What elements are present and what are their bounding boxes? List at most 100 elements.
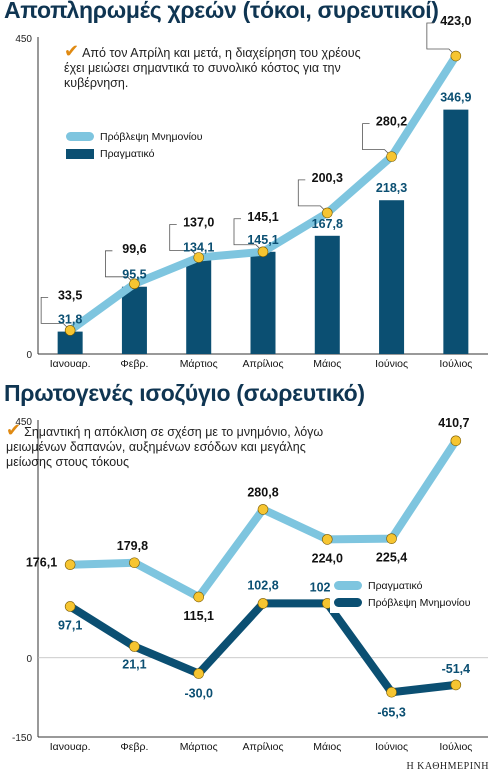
x-tick-label: Μάιος bbox=[313, 358, 341, 370]
bar-actual bbox=[443, 109, 469, 354]
point-actual-2 bbox=[257, 504, 269, 515]
point-forecast-2 bbox=[257, 598, 269, 609]
y-tick-label: -150 bbox=[12, 733, 32, 744]
label-connector bbox=[426, 22, 457, 57]
chart-2-title: Πρωτογενές ισοζύγιο (σωρευτικό) bbox=[4, 380, 365, 406]
data-label-actual-2: 280,8 bbox=[247, 485, 278, 499]
point-forecast bbox=[257, 246, 269, 258]
x-tick-label: Ιούνιος bbox=[375, 741, 408, 753]
data-label-actual: 134,1 bbox=[183, 241, 214, 255]
x-tick-label: Μάρτιος bbox=[180, 741, 218, 753]
line-forecast-2 bbox=[66, 599, 460, 697]
legend-label-forecast: Πρόβλεψη Μνημονίου bbox=[100, 130, 203, 143]
x-tick-label: Ιούνιος bbox=[375, 358, 408, 370]
data-label-actual: 145,1 bbox=[247, 233, 278, 247]
point-forecast bbox=[321, 207, 333, 219]
data-label-actual-2: 410,7 bbox=[438, 416, 469, 430]
legend-swatch-actual-2 bbox=[334, 581, 362, 590]
x-tick-label: Απρίλιος bbox=[242, 741, 283, 753]
source-credit: Η ΚΑΘΗΜΕΡΙΝΗ bbox=[406, 761, 489, 772]
point-forecast-2 bbox=[129, 641, 140, 652]
x-tick-label: Ιούλιος bbox=[439, 358, 472, 370]
data-label-forecast-2: -51,4 bbox=[442, 662, 471, 676]
bar-actual bbox=[314, 235, 340, 354]
legend-label-actual: Πραγματικό bbox=[100, 147, 155, 160]
chart-2-legend: Πραγματικό Πρόβλεψη Μνημονίου bbox=[330, 575, 493, 613]
legend-label-forecast-2: Πρόβλεψη Μνημονίου bbox=[368, 596, 471, 609]
chart-2-note: ✔ Σημαντική η απόκλιση σε σχέση με το μνη… bbox=[6, 420, 346, 470]
label-connector bbox=[233, 218, 264, 253]
data-label-forecast-2: 21,1 bbox=[122, 658, 146, 672]
bar-actual bbox=[57, 331, 83, 354]
legend-swatch-forecast bbox=[66, 132, 94, 141]
point-forecast bbox=[64, 325, 76, 336]
data-label-actual: 218,3 bbox=[376, 181, 407, 195]
chart-1-note: ✔ Από τον Απρίλη και μετά, η διαχείρηση τ… bbox=[64, 41, 364, 91]
data-label-forecast-2: -65,3 bbox=[377, 705, 406, 719]
point-forecast-2 bbox=[64, 601, 76, 612]
data-label-actual: 346,9 bbox=[440, 91, 471, 105]
legend-label-actual-2: Πραγματικό bbox=[368, 579, 423, 592]
chart-1-note-text: Από τον Απρίλη και μετά, η διαχείρηση το… bbox=[64, 46, 361, 90]
data-label-actual-2: 224,0 bbox=[312, 551, 343, 565]
chart-2-note-text: Σημαντική η απόκλιση σε σχέση με το μνημ… bbox=[6, 425, 324, 469]
label-connector bbox=[40, 297, 71, 331]
point-forecast-2 bbox=[193, 668, 205, 679]
data-label-actual-2: 176,1 bbox=[26, 556, 57, 570]
y-tick-label: 0 bbox=[26, 350, 32, 361]
legend-swatch-forecast-2 bbox=[334, 598, 362, 607]
x-tick-label: Ιανουαρ. bbox=[50, 741, 91, 753]
data-label-forecast: 137,0 bbox=[183, 215, 214, 229]
data-label-forecast: 423,0 bbox=[440, 14, 471, 28]
legend-item-forecast: Πρόβλεψη Μνημονίου bbox=[66, 128, 214, 145]
data-label-forecast: 145,1 bbox=[247, 210, 278, 224]
legend-item-actual: Πραγματικό bbox=[66, 145, 214, 162]
label-connector bbox=[105, 250, 135, 285]
y-tick-label: 450 bbox=[15, 34, 32, 45]
x-tick-label: Φεβρ. bbox=[120, 358, 148, 370]
point-actual-2 bbox=[321, 534, 333, 545]
legend-item-actual-2: Πραγματικό bbox=[334, 577, 490, 594]
point-actual-2 bbox=[193, 591, 205, 603]
y-tick-label: 0 bbox=[26, 654, 32, 665]
legend-item-forecast-2: Πρόβλεψη Μνημονίου bbox=[334, 594, 490, 611]
x-tick-label: Ιούλιος bbox=[439, 741, 472, 753]
x-tick-label: Μάιος bbox=[313, 741, 341, 753]
data-label-actual-2: 115,1 bbox=[183, 609, 214, 623]
point-forecast-2 bbox=[386, 686, 397, 698]
data-label-actual-2: 225,4 bbox=[376, 551, 407, 565]
data-label-actual: 31,8 bbox=[58, 313, 82, 327]
point-actual-2 bbox=[386, 533, 397, 544]
chart-1-legend: Πρόβλεψη Μνημονίου Πραγματικό bbox=[62, 126, 218, 164]
point-forecast bbox=[450, 50, 462, 62]
bar-actual bbox=[121, 286, 147, 354]
chart-1-title: Αποπληρωμές χρεών (τόκοι, συρευτικοί) bbox=[4, 0, 439, 23]
bar-actual bbox=[250, 251, 276, 354]
data-label-forecast: 200,3 bbox=[312, 171, 343, 185]
checkmark-icon: ✔ bbox=[6, 420, 22, 440]
x-tick-label: Μάρτιος bbox=[180, 358, 218, 370]
x-tick-label: Απρίλιος bbox=[242, 358, 283, 370]
label-connector bbox=[362, 123, 392, 157]
point-actual-2 bbox=[64, 559, 76, 571]
point-actual-2 bbox=[129, 557, 140, 569]
repayments-chart: 450 0 33,5 99,6 137,0 145,1 200,3 280,2 423,0 31,… bbox=[15, 14, 488, 370]
legend-swatch-actual bbox=[66, 148, 94, 159]
data-label-forecast: 99,6 bbox=[122, 242, 146, 256]
checkmark-icon: ✔ bbox=[64, 41, 80, 61]
label-connector bbox=[297, 179, 328, 214]
data-label-forecast-2: 97,1 bbox=[58, 618, 82, 632]
point-forecast bbox=[129, 278, 140, 290]
x-tick-label: Ιανουαρ. bbox=[50, 358, 91, 370]
data-label-forecast-2: -30,0 bbox=[184, 687, 213, 701]
point-forecast-2 bbox=[450, 679, 462, 691]
x-tick-label: Φεβρ. bbox=[120, 741, 148, 753]
bar-actual bbox=[379, 200, 405, 354]
bar-actual bbox=[186, 259, 212, 354]
point-forecast bbox=[386, 151, 397, 162]
data-label-forecast: 280,2 bbox=[376, 115, 407, 129]
data-label-actual-2: 179,8 bbox=[117, 539, 148, 553]
data-label-forecast: 33,5 bbox=[58, 288, 82, 302]
data-label-actual: 95,5 bbox=[122, 268, 146, 282]
point-actual-2 bbox=[450, 435, 462, 447]
